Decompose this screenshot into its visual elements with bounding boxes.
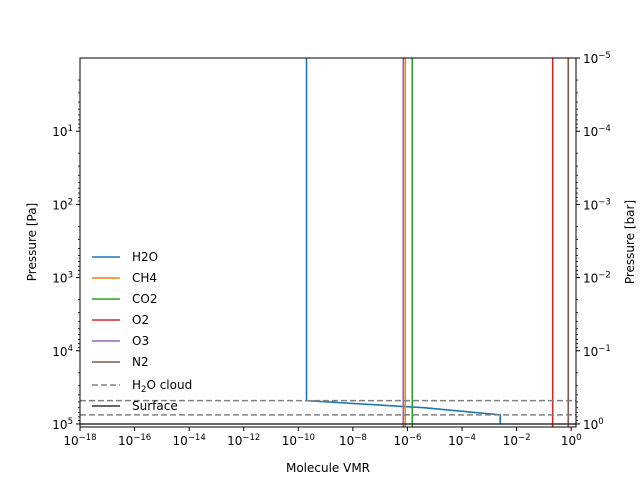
x-tick-label: 10−18	[63, 433, 96, 448]
y-right-tick-label: 100	[583, 417, 604, 432]
y-tick-label: 102	[52, 197, 73, 212]
x-tick-label: 10−2	[503, 433, 531, 448]
legend: H2O CH4 CO2 O2 O3 N2 H2O cloud Surface	[92, 250, 192, 413]
x-tick-label: 10−14	[173, 433, 206, 448]
y-tick-label: 101	[52, 124, 73, 139]
y-axis-left: 101 102 103 104 105	[52, 79, 80, 432]
y-right-tick-label: 10−1	[583, 344, 611, 359]
x-tick-label: 10−6	[394, 433, 422, 448]
y-axis-label-right: Pressure [bar]	[623, 200, 637, 284]
legend-label: CO2	[132, 292, 157, 306]
y-tick-label: 104	[52, 344, 73, 359]
y-right-tick-label: 10−3	[583, 197, 611, 212]
y-right-tick-label: 10−2	[583, 271, 611, 286]
y-tick-label: 105	[52, 417, 73, 432]
x-axis: 10−18 10−16 10−14 10−12 10−10 10−8 10−6 10−4 10−…	[63, 427, 582, 448]
plot-lines	[80, 58, 576, 427]
legend-label: H2O	[132, 250, 158, 264]
legend-label: O3	[132, 334, 149, 348]
plot-frame	[79, 57, 577, 428]
series-line-h2o	[305, 58, 501, 424]
y-right-tick-label: 10−5	[583, 51, 611, 66]
x-tick-label: 10−8	[339, 433, 367, 448]
legend-label: H2O cloud	[132, 378, 192, 395]
x-axis-label: Molecule VMR	[286, 461, 370, 475]
y-tick-label: 103	[52, 271, 73, 286]
legend-label: N2	[132, 355, 149, 369]
y-axis-label-left: Pressure [Pa]	[25, 203, 39, 281]
x-tick-label: 10−12	[227, 433, 260, 448]
x-tick-label: 10−10	[282, 433, 315, 448]
y-right-tick-label: 10−4	[583, 124, 611, 139]
x-tick-label: 10−16	[118, 433, 151, 448]
legend-label: CH4	[132, 271, 157, 285]
legend-label: O2	[132, 313, 149, 327]
x-tick-label: 10−4	[448, 433, 476, 448]
y-axis-right: 10−5 10−4 10−3 10−2 10−1 100	[576, 51, 611, 432]
legend-label: Surface	[132, 399, 178, 413]
x-tick-label: 100	[561, 433, 582, 448]
